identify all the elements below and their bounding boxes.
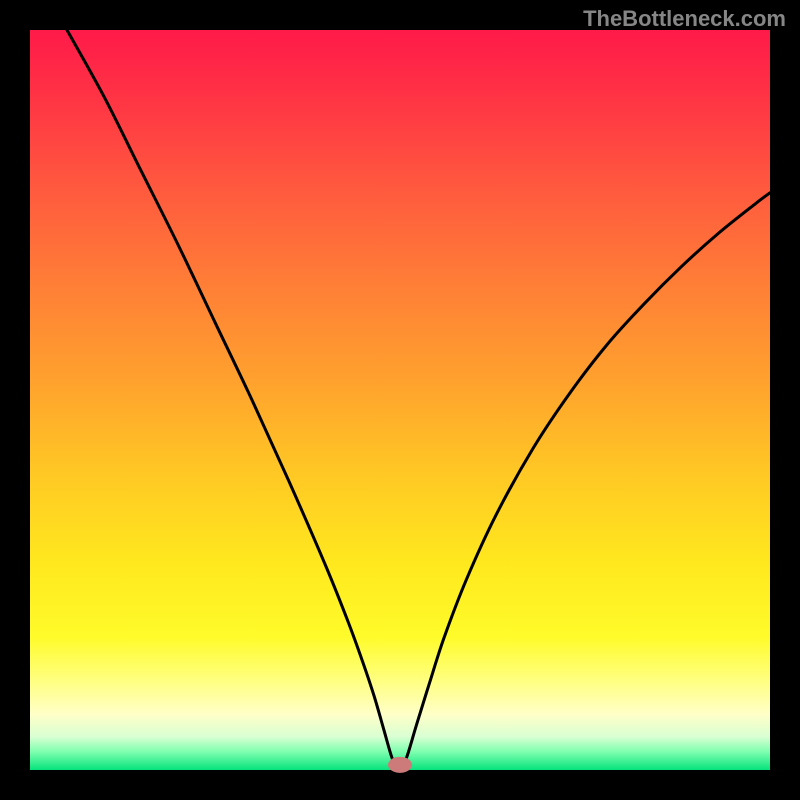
watermark-label: TheBottleneck.com	[583, 6, 786, 31]
minimum-marker	[388, 757, 412, 773]
watermark-text: TheBottleneck.com	[583, 6, 786, 32]
chart-svg	[0, 0, 800, 800]
plot-background	[30, 30, 770, 770]
bottleneck-chart: TheBottleneck.com	[0, 0, 800, 800]
